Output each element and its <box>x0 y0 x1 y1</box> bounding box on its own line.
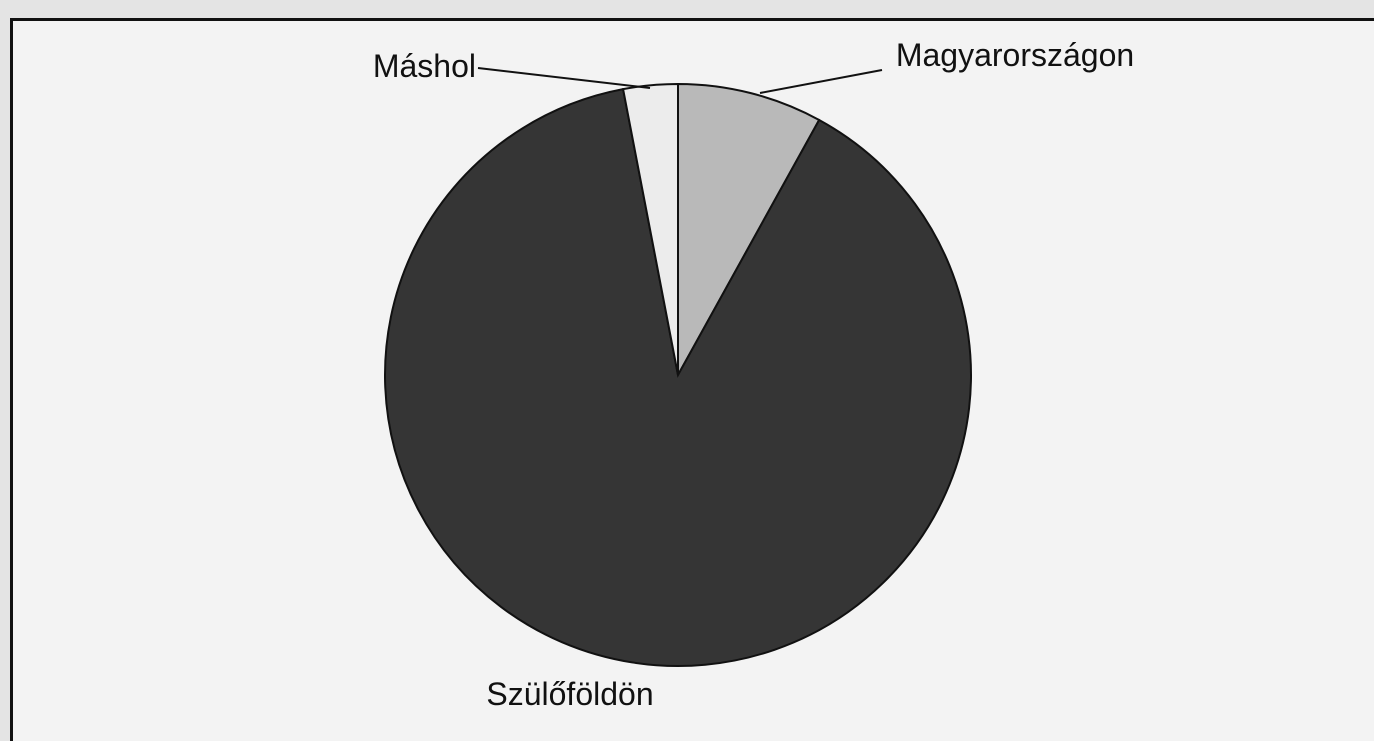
leader-line <box>477 67 651 89</box>
pie-slice <box>621 82 679 376</box>
chart <box>384 67 972 667</box>
pie-slice <box>677 82 821 379</box>
pie-slice <box>384 87 972 667</box>
page: Magyarországon Szülőföldön Máshol (() =>… <box>10 18 1374 741</box>
slice-label: Máshol <box>372 48 476 84</box>
slice-label: Magyarországon <box>895 37 1135 73</box>
leader-line <box>759 69 883 94</box>
slice-label: Szülőföldön <box>486 676 654 712</box>
